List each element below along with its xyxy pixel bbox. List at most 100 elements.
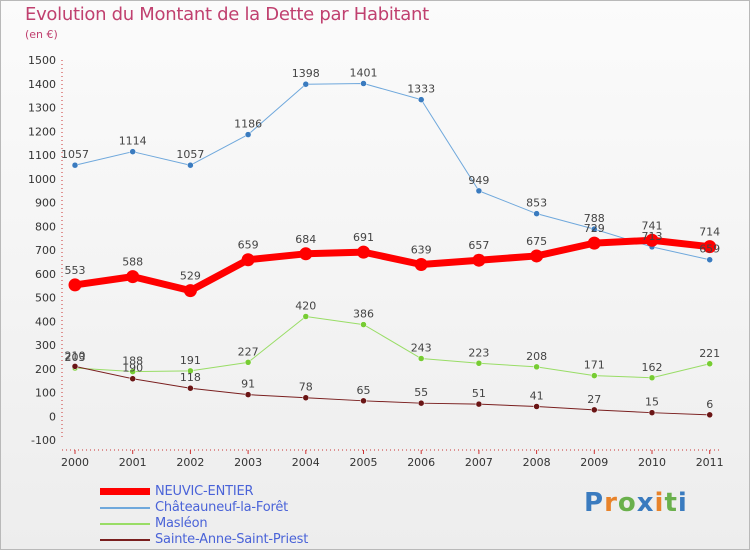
line-chart: -100 0 100 200 300 400 500 600 700 800 900 1000 1100… bbox=[28, 54, 724, 469]
x-tick-label: 2002 bbox=[176, 456, 204, 469]
data-label: 529 bbox=[180, 270, 201, 283]
legend-label: Masléon bbox=[155, 516, 208, 531]
data-point bbox=[244, 359, 252, 366]
data-point bbox=[533, 210, 540, 217]
series-line bbox=[74, 83, 710, 261]
data-point bbox=[183, 284, 197, 298]
data-point bbox=[244, 131, 252, 138]
data-label: 190 bbox=[122, 362, 143, 375]
x-tick-label: 2010 bbox=[638, 456, 666, 469]
data-label: 78 bbox=[299, 381, 313, 394]
data-label: 162 bbox=[642, 361, 663, 374]
data-point bbox=[187, 384, 194, 392]
legend-label: Sainte-Anne-Saint-Priest bbox=[155, 532, 309, 547]
x-tick-label: 2005 bbox=[350, 456, 378, 469]
y-tick-label: 1300 bbox=[28, 102, 56, 115]
x-tick-label: 2000 bbox=[61, 456, 89, 469]
legend-label: NEUVIC-ENTIER bbox=[155, 484, 254, 499]
y-tick-label: 1100 bbox=[28, 149, 56, 162]
data-label: 659 bbox=[699, 243, 720, 256]
data-label: 1333 bbox=[407, 83, 435, 96]
data-point bbox=[587, 236, 601, 250]
logo-letter: o bbox=[617, 488, 637, 518]
data-point bbox=[472, 253, 486, 267]
data-point bbox=[533, 403, 540, 410]
data-point bbox=[645, 233, 659, 247]
data-point bbox=[241, 253, 255, 267]
data-point bbox=[417, 355, 425, 362]
y-tick-label: 700 bbox=[35, 244, 56, 257]
series-line bbox=[74, 236, 711, 295]
data-point bbox=[648, 409, 656, 416]
x-tick-label: 2009 bbox=[580, 456, 608, 469]
logo-letter: x bbox=[636, 488, 655, 518]
axes: -100 0 100 200 300 400 500 600 700 800 900 1000 1100… bbox=[28, 54, 724, 469]
data-point bbox=[475, 400, 483, 408]
x-tick-label: 2008 bbox=[523, 456, 551, 469]
data-point bbox=[129, 375, 136, 382]
data-label: 1114 bbox=[119, 135, 147, 148]
y-tick-label: 1400 bbox=[28, 78, 56, 91]
y-tick-label: 1500 bbox=[28, 54, 56, 67]
x-tick-label: 2011 bbox=[696, 456, 724, 469]
series-line bbox=[74, 316, 710, 379]
data-label: 227 bbox=[238, 345, 259, 358]
data-label: 55 bbox=[414, 386, 428, 399]
data-label: 118 bbox=[180, 371, 201, 384]
y-tick-label: 900 bbox=[35, 197, 56, 210]
data-label: 657 bbox=[468, 239, 489, 252]
data-label: 1398 bbox=[292, 67, 320, 80]
data-point bbox=[129, 368, 136, 375]
data-label: 741 bbox=[642, 219, 663, 232]
data-label: 684 bbox=[295, 233, 316, 246]
data-label: 191 bbox=[180, 354, 201, 367]
data-label: 1057 bbox=[61, 148, 89, 161]
data-point bbox=[475, 360, 483, 367]
data-point bbox=[71, 161, 79, 169]
data-point bbox=[648, 374, 656, 382]
data-point bbox=[302, 313, 310, 320]
x-tick-label: 2001 bbox=[119, 456, 147, 469]
data-point bbox=[417, 399, 425, 407]
data-point bbox=[706, 411, 713, 419]
data-point bbox=[706, 360, 713, 368]
data-point bbox=[360, 397, 367, 405]
data-point bbox=[71, 363, 79, 370]
data-point bbox=[302, 80, 310, 88]
data-point bbox=[302, 394, 310, 401]
x-tick-label: 2004 bbox=[292, 456, 320, 469]
data-label: 729 bbox=[584, 222, 605, 235]
data-point bbox=[360, 321, 367, 328]
data-label: 386 bbox=[353, 308, 374, 321]
data-label: 188 bbox=[122, 355, 143, 368]
y-tick-label: 0 bbox=[49, 410, 56, 423]
y-tick-label: 200 bbox=[35, 363, 56, 376]
data-label: 91 bbox=[241, 378, 255, 391]
data-label: 210 bbox=[65, 349, 86, 362]
data-label: 208 bbox=[526, 350, 547, 363]
data-label: 65 bbox=[357, 384, 371, 397]
series-group bbox=[68, 80, 717, 419]
data-point bbox=[126, 270, 140, 284]
data-label: 788 bbox=[584, 212, 605, 225]
data-point bbox=[417, 96, 425, 103]
data-label: 6 bbox=[706, 398, 713, 411]
y-tick-label: 1000 bbox=[28, 173, 56, 186]
y-tick-label: 600 bbox=[35, 268, 56, 281]
data-label: 420 bbox=[295, 300, 316, 313]
data-label: 221 bbox=[699, 347, 720, 360]
data-label: 203 bbox=[65, 351, 86, 364]
data-point bbox=[591, 225, 598, 233]
legend-label: Châteauneuf-la-Forêt bbox=[155, 500, 289, 515]
data-point bbox=[703, 240, 717, 254]
data-label: 588 bbox=[122, 256, 143, 269]
data-label: 639 bbox=[411, 243, 432, 256]
data-label: 15 bbox=[645, 396, 659, 409]
data-label: 553 bbox=[65, 264, 86, 277]
data-label: 949 bbox=[468, 174, 489, 187]
y-tick-label: 400 bbox=[35, 315, 56, 328]
y-tick-label: -100 bbox=[31, 434, 56, 447]
data-label: 659 bbox=[238, 239, 259, 252]
chart-subtitle: (en €) bbox=[25, 28, 58, 41]
